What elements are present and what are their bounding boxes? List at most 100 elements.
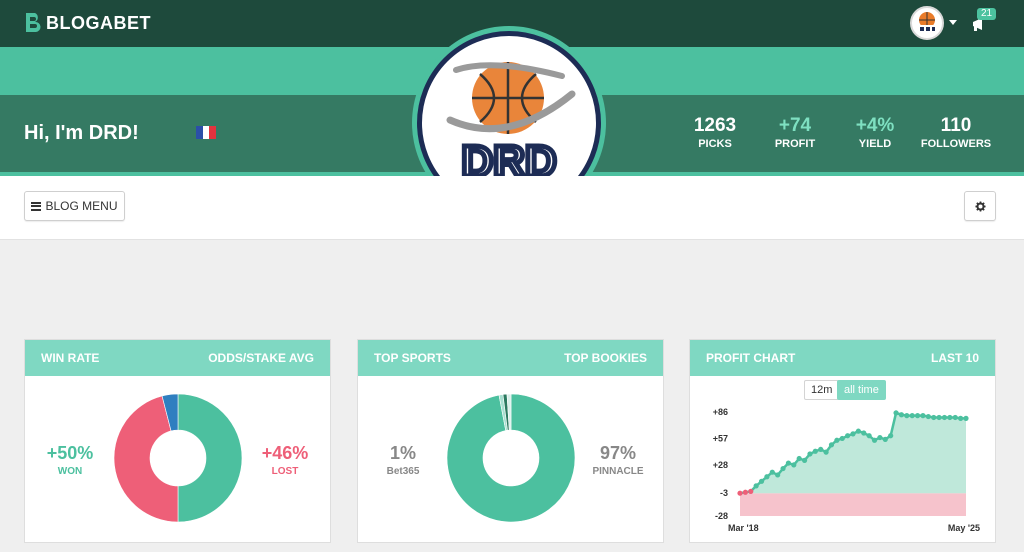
y-tick-label: -3 [720,488,728,498]
profit-point[interactable] [871,437,878,443]
card-header: PROFIT CHART LAST 10 [690,340,995,376]
card-tab-top-sports[interactable]: TOP SPORTS [374,351,451,365]
stat-value: +74 [778,115,812,136]
stat-yield: +4% YIELD [840,116,910,150]
top-bookies-donut [446,393,576,523]
stat-value: 1263 [693,115,737,136]
card-tab-top-bookies[interactable]: TOP BOOKIES [564,351,647,365]
lost-percent: +46% [261,443,309,463]
profit-point[interactable] [764,474,770,480]
france-flag-icon [196,126,217,139]
profit-point[interactable] [850,431,856,437]
y-tick-label: +28 [713,460,728,470]
y-tick-label: +86 [713,407,728,417]
profit-point[interactable] [791,462,797,468]
won-label: WON [57,466,83,477]
card-header: WIN RATE ODDS/STAKE AVG [25,340,330,376]
win-rate-slice-0 [177,393,243,523]
profit-point[interactable] [828,442,835,448]
profit-point[interactable] [877,434,883,441]
profit-point[interactable] [748,488,754,494]
profit-point[interactable] [941,414,948,421]
profit-point[interactable] [861,430,867,436]
card-title: PROFIT CHART [706,351,796,365]
toggle-all-time[interactable]: all time [837,380,886,400]
profit-point[interactable] [898,412,905,418]
card-tab-last-10[interactable]: LAST 10 [930,351,979,365]
loss-area [740,493,966,516]
win-rate-donut [113,393,243,523]
profit-point[interactable] [845,433,851,439]
stat-label: PROFIT [774,138,816,150]
profit-point[interactable] [758,478,765,484]
top-sports-card: TOP SPORTS TOP BOOKIES 1% Bet365 97% PIN… [357,339,664,543]
profit-point[interactable] [914,413,921,419]
user-avatar[interactable] [910,6,944,40]
profit-point[interactable] [818,446,824,453]
stat-label: FOLLOWERS [920,138,992,150]
profit-point[interactable] [958,415,964,421]
top-bookies-slice-0 [446,393,576,523]
brand-logo[interactable]: BLOGABET [24,11,151,35]
card-tab-odds-stake[interactable]: ODDS/STAKE AVG [208,351,314,365]
profile-stats: 1263 PICKS +74 PROFIT +4% YIELD 110 FOLL… [680,116,1000,156]
profit-point[interactable] [796,455,802,462]
y-tick-label: -28 [715,511,728,521]
profit-point[interactable] [785,460,792,466]
blog-menu-button[interactable]: BLOG MENU [24,191,125,221]
profit-point[interactable] [893,410,899,416]
profit-point[interactable] [855,428,861,434]
profit-point[interactable] [775,472,781,478]
stat-label: YIELD [858,138,892,150]
profit-point[interactable] [769,469,775,475]
win-rate-slice-2 [161,393,179,432]
chevron-down-icon[interactable] [949,20,957,25]
profit-point[interactable] [753,483,759,489]
profit-point[interactable] [931,414,937,421]
megaphone-icon[interactable] [970,14,990,34]
profit-point[interactable] [963,415,969,421]
profit-point[interactable] [780,465,786,472]
x-end-label: May '25 [948,523,980,533]
stat-label: PICKS [698,138,732,150]
profit-point[interactable] [909,413,915,419]
stat-value: 110 [940,115,972,136]
card-title: WIN RATE [41,351,100,365]
stat-followers: 110 FOLLOWERS [916,116,996,150]
profit-point[interactable] [801,457,808,463]
profit-point[interactable] [936,414,942,421]
toggle-12m[interactable]: 12m [804,380,840,400]
bet365-label: Bet365 [386,466,420,477]
settings-button[interactable] [964,191,996,221]
pinnacle-percent: 97% [599,443,637,463]
stat-value: +4% [855,115,895,136]
profit-point[interactable] [823,449,829,455]
blog-menu-label: BLOG MENU [45,199,118,213]
profit-point[interactable] [839,435,845,442]
profit-point[interactable] [882,436,888,442]
profit-point[interactable] [737,490,743,496]
profit-point[interactable] [925,413,931,420]
blogabet-icon [26,13,41,32]
profit-point[interactable] [904,413,910,419]
profit-point[interactable] [866,433,872,439]
profit-point[interactable] [807,451,813,457]
card-header: TOP SPORTS TOP BOOKIES [358,340,663,376]
stat-picks: 1263 PICKS [680,116,750,150]
notification-badge[interactable]: 21 [977,8,997,20]
profit-chart-card: PROFIT CHART LAST 10 12m all time +86 +57… [689,339,996,543]
win-rate-card: WIN RATE ODDS/STAKE AVG +50% WON +46% LO… [24,339,331,543]
profit-point[interactable] [834,437,840,443]
profit-area [740,412,966,494]
win-rate-slice-1 [113,395,179,523]
profit-point[interactable] [742,489,748,495]
bet365-percent: 1% [389,443,416,463]
profit-point[interactable] [812,448,818,454]
profit-point[interactable] [952,414,958,421]
profit-point[interactable] [947,414,953,421]
blog-toolbar [0,176,1024,240]
profit-point[interactable] [920,413,926,419]
profit-point[interactable] [888,433,894,439]
gear-icon [974,200,986,212]
